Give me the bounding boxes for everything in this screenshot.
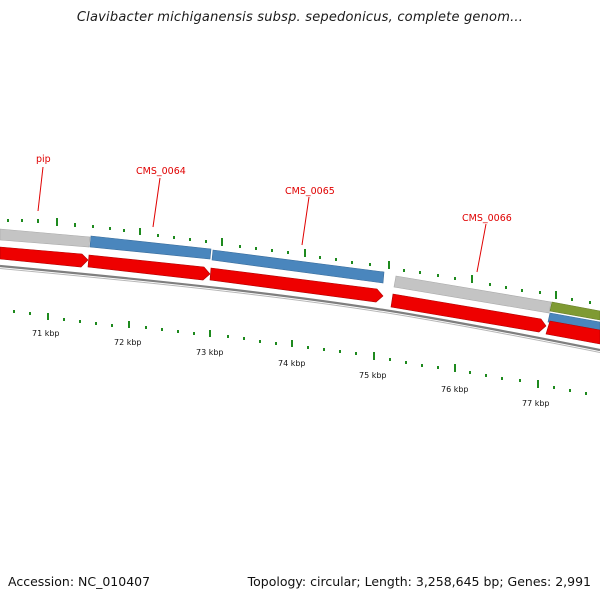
- gene-label-cms0064: CMS_0064: [136, 166, 186, 177]
- cds-arrow-2: [87, 254, 211, 281]
- accession-text: Accession: NC_010407: [8, 574, 151, 589]
- genome-summary-text: Topology: circular; Length: 3,258,645 bp…: [247, 574, 591, 589]
- cds-arrows: [0, 246, 600, 345]
- gene-bar-cms0064: [89, 235, 212, 260]
- kbp-label-75: 75 kbp: [359, 371, 387, 380]
- genome-backbone: [0, 264, 600, 352]
- kbp-label-74: 74 kbp: [278, 359, 306, 368]
- cds-arrow-4: [390, 293, 547, 333]
- scale-ticks: [13, 310, 587, 395]
- kbp-label-73: 73 kbp: [196, 348, 224, 357]
- kbp-label-77: 77 kbp: [522, 399, 550, 408]
- genome-backbone-shade: [0, 268, 600, 353]
- label-leaders: [37, 166, 487, 273]
- gene-bar-cms0066: [393, 275, 552, 314]
- kbp-label-71: 71 kbp: [32, 329, 60, 338]
- feature-track: [0, 228, 600, 332]
- cds-arrow-1: [0, 246, 89, 268]
- outer-ticks: [7, 218, 591, 304]
- kbp-label-72: 72 kbp: [114, 338, 142, 347]
- gene-label-cms0065: CMS_0065: [285, 186, 335, 197]
- map-title: Clavibacter michiganensis subsp. sepedon…: [76, 10, 524, 25]
- gene-bar-olive: [549, 301, 600, 321]
- gene-bar-cms0065: [211, 249, 385, 284]
- gene-bar-grey-1: [0, 228, 91, 248]
- gene-label-pip: pip: [36, 154, 51, 165]
- cds-arrow-5: [545, 320, 600, 345]
- gene-bar-blue-edge: [547, 312, 600, 332]
- kbp-label-76: 76 kbp: [441, 385, 469, 394]
- cds-arrow-3: [209, 267, 384, 303]
- gene-label-cms0066: CMS_0066: [462, 213, 512, 224]
